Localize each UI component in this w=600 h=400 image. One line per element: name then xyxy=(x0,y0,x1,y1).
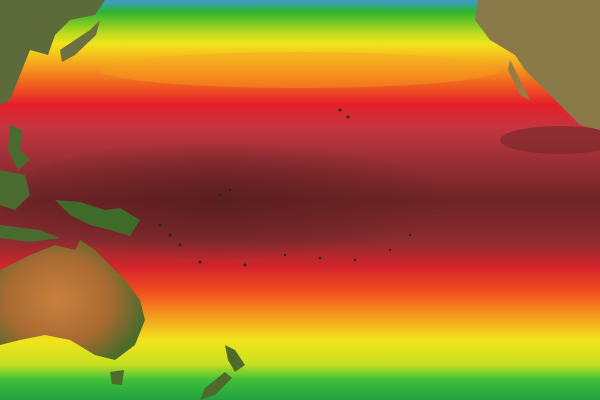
warm-pool xyxy=(0,140,480,260)
asia-landmass xyxy=(0,0,105,105)
australia-landmass xyxy=(0,240,145,360)
north-america-landmass xyxy=(475,0,600,130)
baja-california xyxy=(508,60,530,100)
new-zealand-south-island xyxy=(200,372,232,400)
tasmania-landmass xyxy=(110,370,124,385)
philippines-landmass xyxy=(8,125,30,170)
eastern-warm-tongue xyxy=(500,126,600,154)
new-guinea-landmass xyxy=(55,200,140,236)
japan-landmass xyxy=(60,20,100,62)
new-zealand-north-island xyxy=(225,345,245,372)
borneo-landmass xyxy=(0,170,30,210)
pacific-islands xyxy=(158,108,412,267)
indonesia-islands xyxy=(0,225,60,242)
north-band xyxy=(100,52,500,88)
